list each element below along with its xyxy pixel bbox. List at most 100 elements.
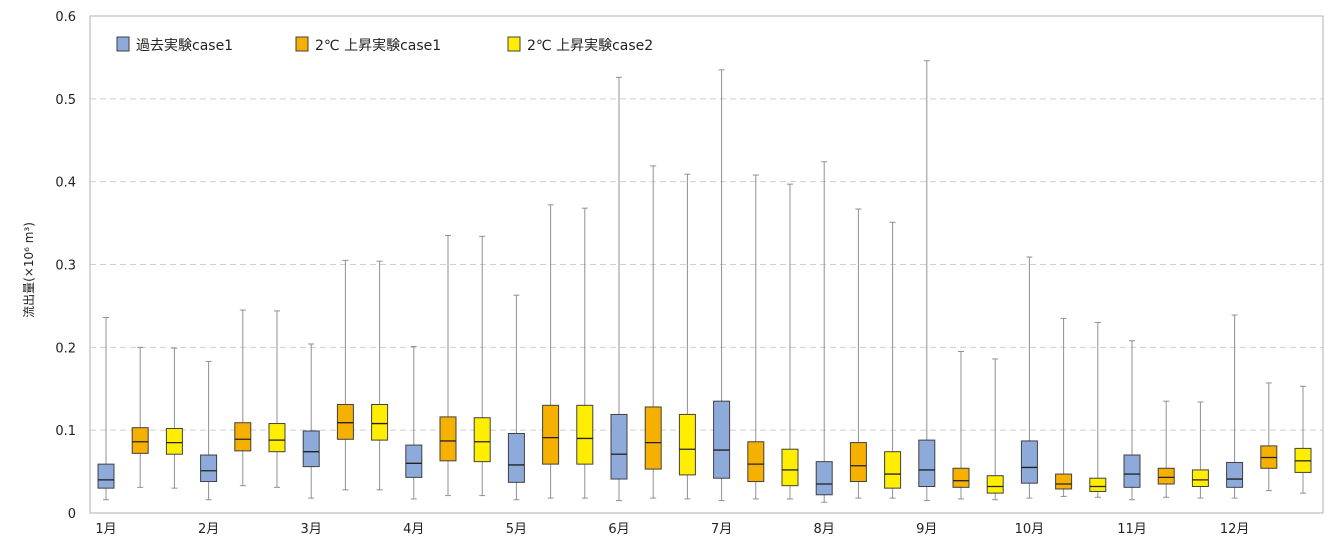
- box-iqr: [542, 404, 560, 465]
- x-tick-label: 12月: [1220, 522, 1250, 537]
- box-iqr: [234, 422, 252, 452]
- plot-area-frame: [89, 15, 1324, 514]
- box-series: [97, 60, 1312, 503]
- box-iqr: [473, 417, 491, 463]
- legend: 過去実験case1 2℃ 上昇実験case1 2℃ 上昇実験case2: [116, 36, 653, 54]
- box-2月-2℃ 上昇実験case1: [234, 309, 252, 487]
- box-8月-2℃ 上昇実験case1: [849, 208, 867, 499]
- box-iqr: [507, 432, 525, 483]
- box-9月-2℃ 上昇実験case2: [986, 358, 1004, 501]
- y-tick-label: 0.3: [55, 259, 76, 274]
- box-5月-2℃ 上昇実験case2: [576, 207, 594, 499]
- box-7月-過去実験case1: [713, 69, 731, 502]
- box-iqr: [268, 423, 286, 453]
- box-iqr: [405, 444, 423, 478]
- y-axis-ticks: 0 0.1 0.2 0.3 0.4 0.5 0.6: [55, 10, 76, 522]
- box-iqr: [986, 475, 1004, 494]
- x-tick-label: 5月: [506, 522, 527, 537]
- box-8月-過去実験case1: [815, 161, 833, 503]
- box-9月-過去実験case1: [918, 60, 936, 502]
- x-tick-label: 1月: [95, 522, 116, 537]
- legend-label: 2℃ 上昇実験case2: [527, 38, 653, 54]
- box-iqr: [918, 439, 936, 487]
- y-tick-label: 0: [68, 507, 76, 522]
- box-7月-2℃ 上昇実験case1: [747, 174, 765, 500]
- y-tick-label: 0.2: [55, 341, 76, 356]
- box-2月-2℃ 上昇実験case2: [268, 310, 286, 488]
- box-iqr: [576, 404, 594, 465]
- box-3月-2℃ 上昇実験case2: [371, 260, 389, 491]
- x-tick-label: 10月: [1015, 522, 1045, 537]
- gridlines: [90, 98, 1323, 431]
- box-iqr: [713, 400, 731, 479]
- legend-label: 2℃ 上昇実験case1: [315, 38, 441, 54]
- box-3月-過去実験case1: [302, 343, 320, 499]
- box-6月-過去実験case1: [610, 76, 628, 502]
- box-4月-2℃ 上昇実験case1: [439, 235, 457, 497]
- box-iqr: [439, 416, 457, 462]
- x-tick-label: 2月: [198, 522, 219, 537]
- legend-swatch: [507, 36, 521, 52]
- box-iqr: [1123, 454, 1141, 488]
- box-12月-2℃ 上昇実験case2: [1294, 385, 1312, 494]
- y-tick-label: 0.5: [55, 93, 76, 108]
- box-iqr: [952, 467, 970, 488]
- box-iqr: [610, 413, 628, 480]
- box-3月-2℃ 上昇実験case1: [336, 259, 354, 491]
- box-6月-2℃ 上昇実験case2: [678, 173, 696, 500]
- box-9月-2℃ 上昇実験case1: [952, 350, 970, 500]
- box-iqr: [1157, 467, 1175, 485]
- box-7月-2℃ 上昇実験case2: [781, 183, 799, 500]
- box-iqr: [371, 403, 389, 441]
- box-iqr: [1226, 461, 1244, 488]
- box-iqr: [815, 461, 833, 496]
- box-1月-2℃ 上昇実験case1: [131, 346, 149, 488]
- box-iqr: [747, 441, 765, 483]
- box-4月-2℃ 上昇実験case2: [473, 235, 491, 497]
- box-1月-2℃ 上昇実験case2: [165, 347, 183, 489]
- box-4月-過去実験case1: [405, 346, 423, 500]
- box-5月-過去実験case1: [507, 294, 525, 501]
- box-2月-過去実験case1: [200, 360, 218, 501]
- box-11月-2℃ 上昇実験case1: [1157, 400, 1175, 498]
- y-tick-label: 0.6: [55, 10, 76, 25]
- box-iqr: [1055, 473, 1073, 490]
- x-tick-label: 3月: [301, 522, 322, 537]
- x-tick-label: 9月: [916, 522, 937, 537]
- box-1月-過去実験case1: [97, 317, 115, 501]
- box-10月-過去実験case1: [1020, 256, 1038, 499]
- box-iqr: [336, 403, 354, 440]
- box-10月-2℃ 上昇実験case1: [1055, 317, 1073, 497]
- box-iqr: [165, 428, 183, 455]
- box-iqr: [678, 413, 696, 476]
- y-tick-label: 0.1: [55, 424, 76, 439]
- y-axis-label: 流出量(×10⁶ m³): [22, 222, 36, 318]
- box-iqr: [302, 430, 320, 468]
- legend-label: 過去実験case1: [136, 38, 233, 54]
- box-10月-2℃ 上昇実験case2: [1089, 321, 1107, 498]
- box-11月-2℃ 上昇実験case2: [1191, 401, 1209, 499]
- box-iqr: [849, 442, 867, 483]
- y-tick-label: 0.4: [55, 176, 76, 191]
- box-5月-2℃ 上昇実験case1: [542, 204, 560, 499]
- x-tick-label: 6月: [608, 522, 629, 537]
- box-iqr: [884, 451, 902, 489]
- box-iqr: [97, 463, 115, 489]
- box-8月-2℃ 上昇実験case2: [884, 221, 902, 499]
- box-iqr: [1020, 440, 1038, 484]
- box-12月-2℃ 上昇実験case1: [1260, 382, 1278, 492]
- legend-swatch: [295, 36, 309, 52]
- x-tick-label: 4月: [403, 522, 424, 537]
- x-tick-label: 8月: [814, 522, 835, 537]
- box-6月-2℃ 上昇実験case1: [644, 165, 662, 499]
- box-iqr: [1089, 477, 1107, 492]
- box-iqr: [644, 406, 662, 470]
- box-iqr: [200, 454, 218, 483]
- box-iqr: [1191, 469, 1209, 487]
- x-axis-ticks: 1月 2月 3月 4月 5月 6月 7月 8月 9月 10月 11月 12月: [95, 522, 1249, 537]
- box-iqr: [131, 427, 149, 454]
- box-12月-過去実験case1: [1226, 314, 1244, 499]
- box-11月-過去実験case1: [1123, 340, 1141, 501]
- x-tick-label: 11月: [1117, 522, 1147, 537]
